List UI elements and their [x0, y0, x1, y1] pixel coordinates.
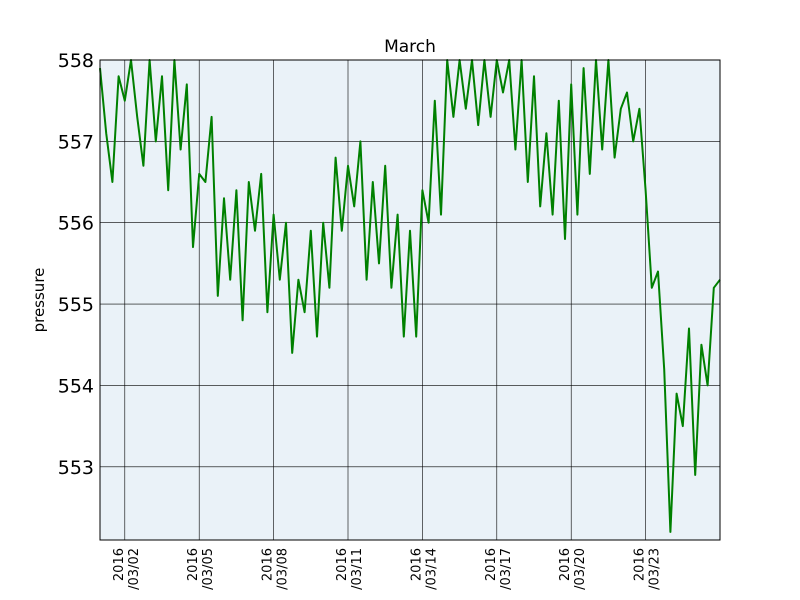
- chart-title: March: [384, 37, 436, 57]
- x-tick-label: 2016/03/14: [409, 548, 439, 590]
- x-gridlines: [124, 60, 646, 540]
- y-axis-label: pressure: [30, 268, 48, 333]
- y-tick-label: 554: [58, 375, 94, 397]
- pressure-line: [99, 59, 721, 533]
- x-tick-year: 2016: [261, 548, 276, 581]
- y-tick-label: 557: [58, 131, 94, 153]
- x-tick-date: /03/05: [201, 548, 216, 590]
- y-tick-label: 556: [58, 213, 94, 235]
- x-tick-date: /03/02: [127, 548, 142, 590]
- x-tick-label: 2016/03/08: [261, 548, 291, 590]
- y-tick-label: 555: [58, 294, 94, 316]
- x-tick-labels: 2016/03/02 2016/03/05 2016/03/08 2016/03/11…: [112, 548, 663, 590]
- x-tick-label: 2016/03/20: [558, 548, 588, 590]
- y-tick-labels: 553 554 555 556 557 558: [58, 50, 94, 479]
- x-tick-date: /03/20: [573, 548, 588, 590]
- x-tick-label: 2016/03/05: [186, 548, 216, 590]
- y-tick-label: 558: [58, 50, 94, 72]
- x-tick-label: 2016/03/02: [112, 548, 142, 590]
- y-tick-label: 553: [58, 457, 94, 479]
- x-tick-label: 2016/03/23: [633, 548, 663, 590]
- x-tick-year: 2016: [186, 548, 201, 581]
- x-tick-year: 2016: [558, 548, 573, 581]
- x-tick-date: /03/11: [350, 548, 365, 590]
- x-tick-date: /03/17: [499, 548, 514, 590]
- x-tick-year: 2016: [484, 548, 499, 581]
- plot-frame: [99, 59, 721, 541]
- x-tick-year: 2016: [112, 548, 127, 581]
- x-tick-label: 2016/03/17: [484, 548, 514, 590]
- x-tick-date: /03/23: [648, 548, 663, 590]
- x-tick-date: /03/08: [276, 548, 291, 590]
- x-tick-label: 2016/03/11: [335, 548, 365, 590]
- x-tick-date: /03/14: [424, 548, 439, 590]
- x-tick-year: 2016: [335, 548, 350, 581]
- x-tick-year: 2016: [633, 548, 648, 581]
- x-tick-year: 2016: [409, 548, 424, 581]
- plot-background: [100, 60, 720, 540]
